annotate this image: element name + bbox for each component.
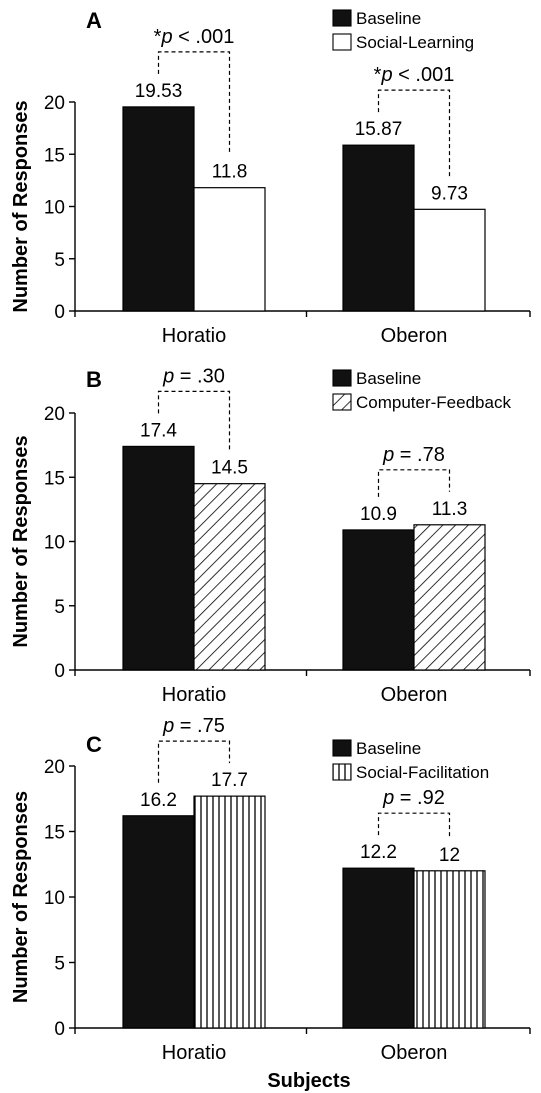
legend-label: Baseline — [356, 369, 421, 388]
x-tick-label: Oberon — [381, 1042, 448, 1064]
legend-label: Social-Learning — [356, 33, 474, 52]
data-label: 12.2 — [360, 842, 397, 863]
y-tick-label: 10 — [44, 198, 65, 219]
significance-bracket — [157, 51, 231, 155]
y-tick-label: 5 — [54, 954, 65, 975]
legend-label: Baseline — [356, 9, 421, 28]
bar-baseline-oberon — [342, 867, 415, 1029]
significance-bracket — [377, 469, 451, 497]
y-tick-label: 15 — [44, 823, 65, 844]
significance-bracket — [157, 390, 231, 451]
bar-baseline-horatio — [122, 106, 195, 312]
p-value-annotation: *p < .001 — [374, 64, 455, 86]
legend-swatch — [332, 33, 352, 51]
data-label: 11.3 — [432, 499, 468, 520]
data-label: 11.8 — [212, 162, 248, 183]
x-tick-label: Horatio — [162, 1042, 226, 1064]
data-label: 9.73 — [431, 183, 468, 204]
y-tick-label: 5 — [54, 597, 65, 618]
legend-label: Social-Facilitation — [356, 763, 489, 782]
y-axis-label: Number of Responses — [10, 791, 32, 1003]
data-label: 16.2 — [140, 790, 177, 811]
bar-social-learning-horatio — [193, 187, 266, 312]
bar-computer-feedback-oberon — [413, 524, 486, 671]
bar-social-facilitation-oberon — [413, 870, 486, 1029]
p-value-annotation: *p < .001 — [154, 26, 235, 48]
y-tick-label: 0 — [54, 661, 65, 682]
data-label: 15.87 — [355, 119, 403, 140]
data-label: 12 — [439, 845, 460, 866]
legend-swatch — [332, 393, 352, 411]
bar-baseline-oberon — [342, 144, 415, 312]
data-label: 19.53 — [135, 81, 183, 102]
bar-computer-feedback-horatio — [193, 483, 266, 671]
y-axis-label: Number of Responses — [10, 100, 32, 312]
p-value-annotation: p = .92 — [382, 787, 445, 809]
x-tick-label: Oberon — [381, 325, 448, 347]
legend-swatch — [332, 739, 352, 757]
data-label: 17.4 — [140, 420, 177, 441]
panel-C: C 0 5 10 15 20 Number of Responses 16.2 17.7 Hora… — [10, 715, 531, 1092]
data-label: 14.5 — [211, 458, 248, 479]
x-axis-label: Subjects — [267, 1070, 350, 1092]
legend-swatch — [332, 763, 352, 781]
y-tick-label: 0 — [54, 302, 65, 323]
panel-B: B 0 5 10 15 20 Number of Responses 17.4 14.5 Hora… — [10, 365, 531, 706]
y-tick-label: 20 — [44, 404, 65, 425]
data-label: 17.7 — [211, 770, 248, 791]
bar-social-learning-oberon — [413, 208, 486, 312]
panel-label: B — [86, 367, 102, 392]
x-tick-label: Horatio — [162, 325, 226, 347]
panel-A: A 0 5 10 15 20 Number of Responses 19.53 11.8 Hor… — [10, 8, 531, 347]
panel-label: A — [86, 8, 102, 33]
bar-baseline-horatio — [122, 445, 195, 671]
x-tick-label: Horatio — [162, 684, 226, 706]
y-tick-label: 15 — [44, 468, 65, 489]
y-axis-label: Number of Responses — [10, 435, 32, 647]
data-label: 10.9 — [360, 504, 397, 525]
y-tick-label: 10 — [44, 533, 65, 554]
y-tick-label: 20 — [44, 93, 65, 114]
y-tick-label: 0 — [54, 1019, 65, 1040]
bar-social-facilitation-horatio — [193, 795, 266, 1029]
y-tick-label: 10 — [44, 888, 65, 909]
legend-swatch — [332, 369, 352, 387]
p-value-annotation: p = .75 — [162, 715, 225, 737]
significance-bracket — [377, 89, 451, 177]
p-value-annotation: p = .78 — [382, 444, 445, 466]
bar-baseline-oberon — [342, 529, 415, 671]
panel-label: C — [86, 732, 102, 757]
significance-bracket — [157, 740, 231, 783]
bar-baseline-horatio — [122, 815, 195, 1029]
y-tick-label: 15 — [44, 145, 65, 166]
y-tick-label: 20 — [44, 757, 65, 778]
significance-bracket — [377, 812, 451, 838]
legend-label: Baseline — [356, 739, 421, 758]
x-tick-label: Oberon — [381, 684, 448, 706]
legend-swatch — [332, 9, 352, 27]
y-tick-label: 5 — [54, 250, 65, 271]
p-value-annotation: p = .30 — [162, 365, 225, 387]
legend-label: Computer-Feedback — [356, 393, 511, 412]
